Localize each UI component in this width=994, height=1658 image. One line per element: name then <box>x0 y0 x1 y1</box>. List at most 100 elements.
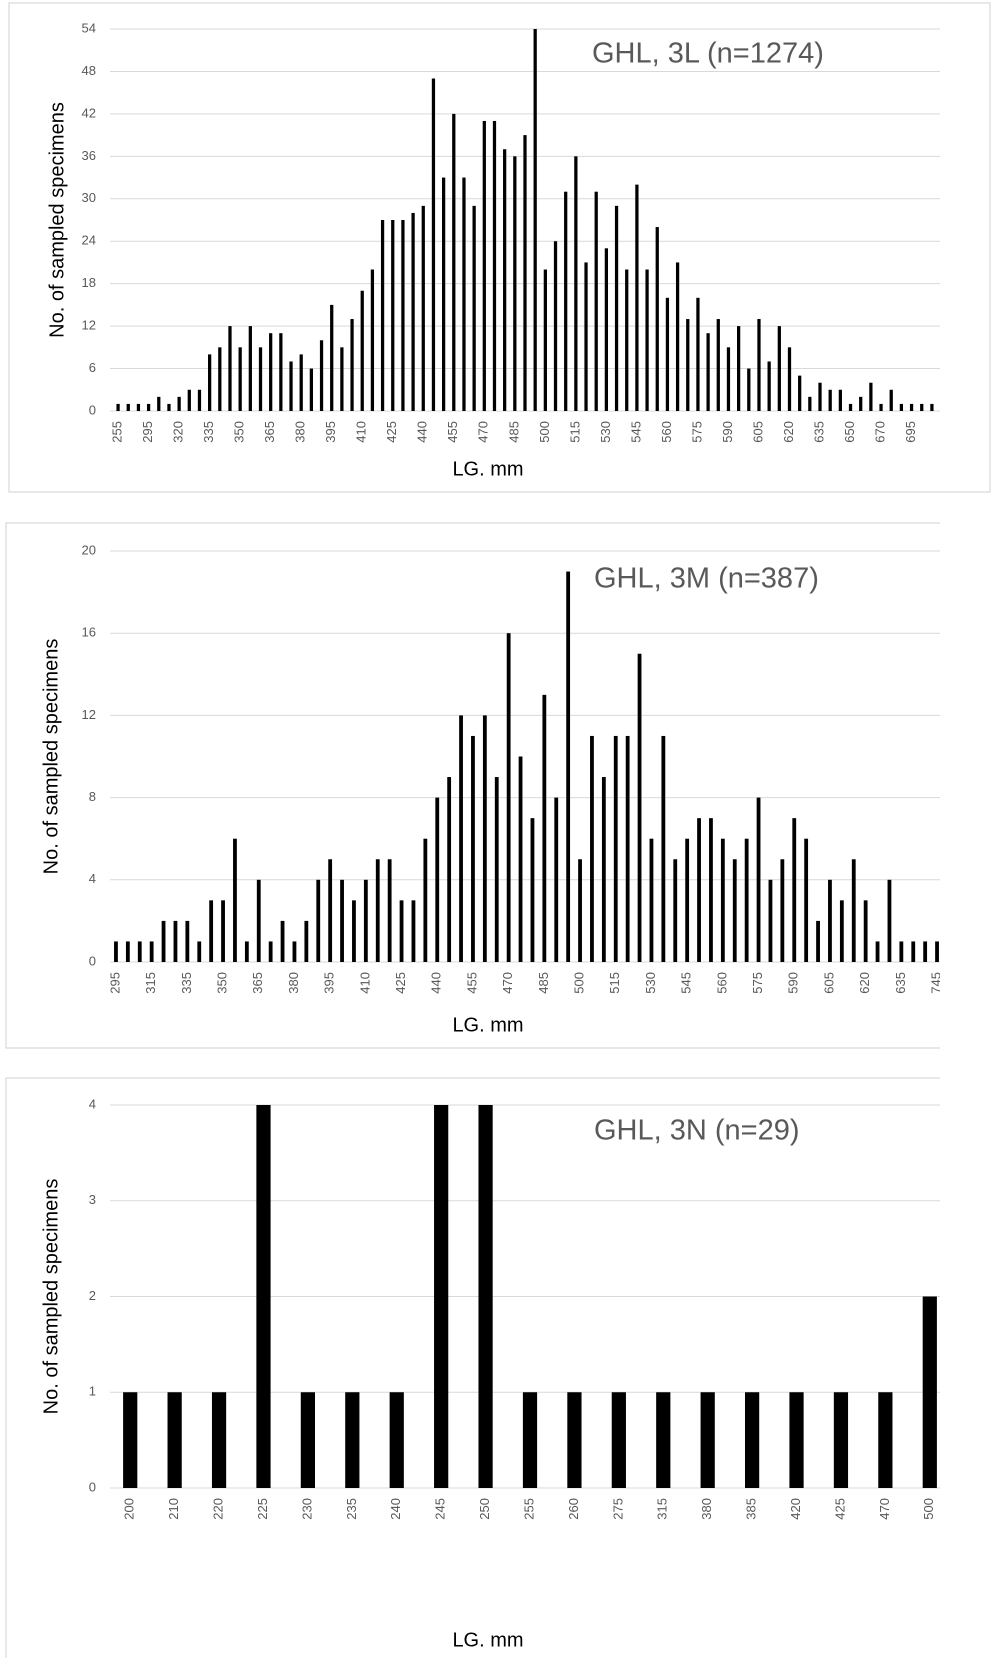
x-tick-label: 470 <box>500 972 515 994</box>
bar <box>319 340 324 411</box>
bar <box>289 361 293 411</box>
y-tick-label: 12 <box>82 707 96 722</box>
bar <box>726 347 731 411</box>
x-tick-label: 500 <box>921 1498 936 1520</box>
x-tick-label: 365 <box>250 972 265 994</box>
x-tick-label: 410 <box>357 972 372 994</box>
bar <box>506 633 511 962</box>
bar <box>869 382 873 411</box>
y-axis-title: No. of sampled specimens <box>46 102 68 338</box>
bar <box>756 797 761 962</box>
x-tick-label: 210 <box>166 1498 181 1520</box>
bar <box>137 941 142 962</box>
x-tick-label: 315 <box>143 972 158 994</box>
bar <box>126 403 130 411</box>
bar <box>146 403 151 411</box>
x-tick-label: 395 <box>322 972 337 994</box>
bar <box>665 297 670 411</box>
bar <box>328 859 333 962</box>
x-tick-label: 500 <box>571 972 586 994</box>
bar <box>716 319 720 411</box>
bar <box>649 838 654 962</box>
x-tick-label: 515 <box>567 421 582 443</box>
x-tick-label: 545 <box>679 972 694 994</box>
x-tick-label: 695 <box>903 421 918 443</box>
bar <box>828 389 832 411</box>
x-tick-label: 500 <box>537 421 552 443</box>
y-tick-label: 8 <box>89 789 96 804</box>
bar <box>197 941 202 962</box>
bar <box>920 403 924 411</box>
y-tick-label: 0 <box>89 402 96 417</box>
bar <box>177 396 181 411</box>
bar <box>447 777 452 962</box>
bar <box>566 571 571 962</box>
bar <box>792 818 797 962</box>
x-tick-label: 575 <box>689 421 704 443</box>
x-tick-label: 225 <box>255 1498 270 1520</box>
bar <box>258 347 263 411</box>
bar <box>863 900 868 962</box>
bar <box>218 347 222 411</box>
y-tick-label: 18 <box>82 275 96 290</box>
bar <box>380 220 385 411</box>
bar <box>167 1392 182 1488</box>
bar <box>421 205 425 411</box>
bar <box>798 375 802 411</box>
bar <box>935 941 939 962</box>
chart-title: GHL, 3L (n=1274) <box>592 38 824 70</box>
bar <box>878 1392 893 1488</box>
bar <box>804 838 809 962</box>
y-tick-label: 3 <box>89 1192 96 1207</box>
panel-border <box>5 1077 940 1658</box>
x-tick-label: 425 <box>832 1498 847 1520</box>
x-tick-label: 200 <box>122 1498 137 1520</box>
bar <box>706 333 710 411</box>
bar <box>909 403 914 411</box>
bar <box>645 269 649 411</box>
bar <box>789 1392 804 1488</box>
bar <box>494 777 499 962</box>
bar <box>744 1392 760 1488</box>
bar <box>720 838 725 962</box>
bar <box>604 248 609 411</box>
bar <box>816 920 820 962</box>
x-tick-label: 320 <box>171 421 186 443</box>
bar <box>594 191 598 411</box>
bar <box>848 403 853 411</box>
bar <box>686 319 690 411</box>
x-tick-label: 395 <box>323 421 338 443</box>
x-tick-label: 605 <box>821 972 836 994</box>
bar <box>542 694 547 962</box>
bar <box>922 1296 937 1488</box>
bar <box>697 818 701 962</box>
x-tick-label: 485 <box>506 421 521 443</box>
bar <box>401 220 405 411</box>
bar <box>911 941 916 962</box>
x-tick-label: 220 <box>210 1498 225 1520</box>
x-tick-label: 440 <box>415 421 430 443</box>
bar <box>472 205 476 411</box>
bar <box>564 191 568 411</box>
x-tick-label: 315 <box>655 1498 670 1520</box>
bar <box>268 941 273 962</box>
x-tick-label: 425 <box>393 972 408 994</box>
bar <box>709 818 713 962</box>
bar <box>352 900 356 962</box>
bar <box>256 879 261 962</box>
x-tick-label: 590 <box>786 972 801 994</box>
x-tick-label: 240 <box>388 1498 403 1520</box>
bar <box>851 859 856 962</box>
bar <box>574 156 578 411</box>
bar <box>567 1392 582 1488</box>
bar <box>787 347 792 411</box>
bar <box>360 290 364 411</box>
y-axis-title: No. of sampled specimens <box>40 639 62 875</box>
bar <box>375 859 380 962</box>
chart-title: GHL, 3N (n=29) <box>594 1115 800 1147</box>
x-tick-label: 245 <box>433 1498 448 1520</box>
bar <box>767 361 771 411</box>
x-tick-label: 635 <box>811 421 826 443</box>
bar <box>923 941 928 962</box>
bar <box>780 859 785 962</box>
